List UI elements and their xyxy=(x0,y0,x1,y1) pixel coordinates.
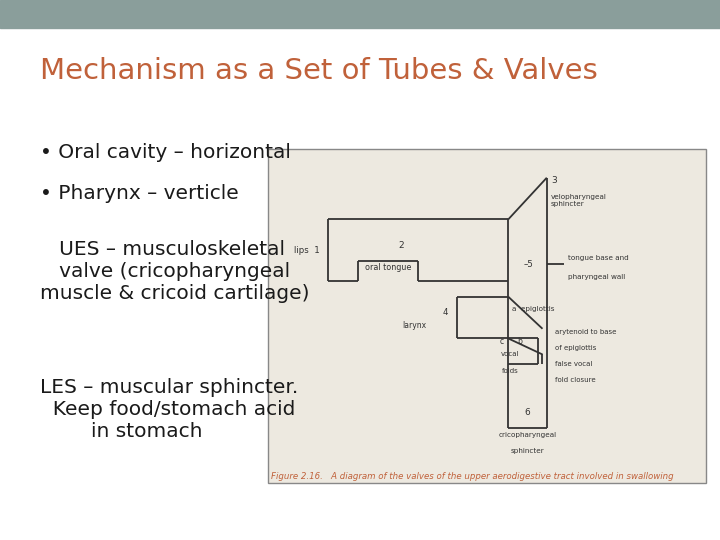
Text: false vocal: false vocal xyxy=(555,361,593,367)
Text: larynx: larynx xyxy=(402,321,427,330)
Text: vocal: vocal xyxy=(501,352,520,357)
Text: c: c xyxy=(500,337,504,346)
Text: pharyngeal wall: pharyngeal wall xyxy=(568,274,626,280)
Text: 2: 2 xyxy=(398,241,404,249)
Text: UES – musculoskeletal
   valve (cricopharyngeal
muscle & cricoid cartilage): UES – musculoskeletal valve (cricopharyn… xyxy=(40,240,309,303)
Bar xyxy=(268,148,706,483)
Text: cricopharyngeal: cricopharyngeal xyxy=(498,432,557,438)
Text: oral tongue: oral tongue xyxy=(365,263,411,272)
Text: velopharyngeal
sphincter: velopharyngeal sphincter xyxy=(551,194,607,207)
Text: b: b xyxy=(517,337,521,346)
Text: • Pharynx – verticle: • Pharynx – verticle xyxy=(40,184,238,202)
Text: LES – muscular sphincter.
  Keep food/stomach acid
        in stomach: LES – muscular sphincter. Keep food/stom… xyxy=(40,378,298,441)
Text: fold closure: fold closure xyxy=(555,377,596,383)
Text: a  epiglottis: a epiglottis xyxy=(513,307,555,313)
Text: sphincter: sphincter xyxy=(510,448,544,454)
Text: tongue base and: tongue base and xyxy=(568,255,629,261)
Text: 4: 4 xyxy=(443,308,448,317)
Text: arytenoid to base: arytenoid to base xyxy=(555,329,617,335)
Text: 6: 6 xyxy=(525,408,531,417)
Text: folds: folds xyxy=(502,368,518,374)
Bar xyxy=(0,0,720,28)
Text: • Oral cavity – horizontal: • Oral cavity – horizontal xyxy=(40,143,290,162)
Text: 3: 3 xyxy=(551,177,557,185)
Text: of epiglottis: of epiglottis xyxy=(555,345,597,351)
Text: Figure 2.16.   A diagram of the valves of the upper aerodigestive tract involved: Figure 2.16. A diagram of the valves of … xyxy=(271,471,674,481)
Text: –5: –5 xyxy=(524,260,534,269)
Text: lips  1: lips 1 xyxy=(294,246,320,254)
Text: Mechanism as a Set of Tubes & Valves: Mechanism as a Set of Tubes & Valves xyxy=(40,57,598,85)
